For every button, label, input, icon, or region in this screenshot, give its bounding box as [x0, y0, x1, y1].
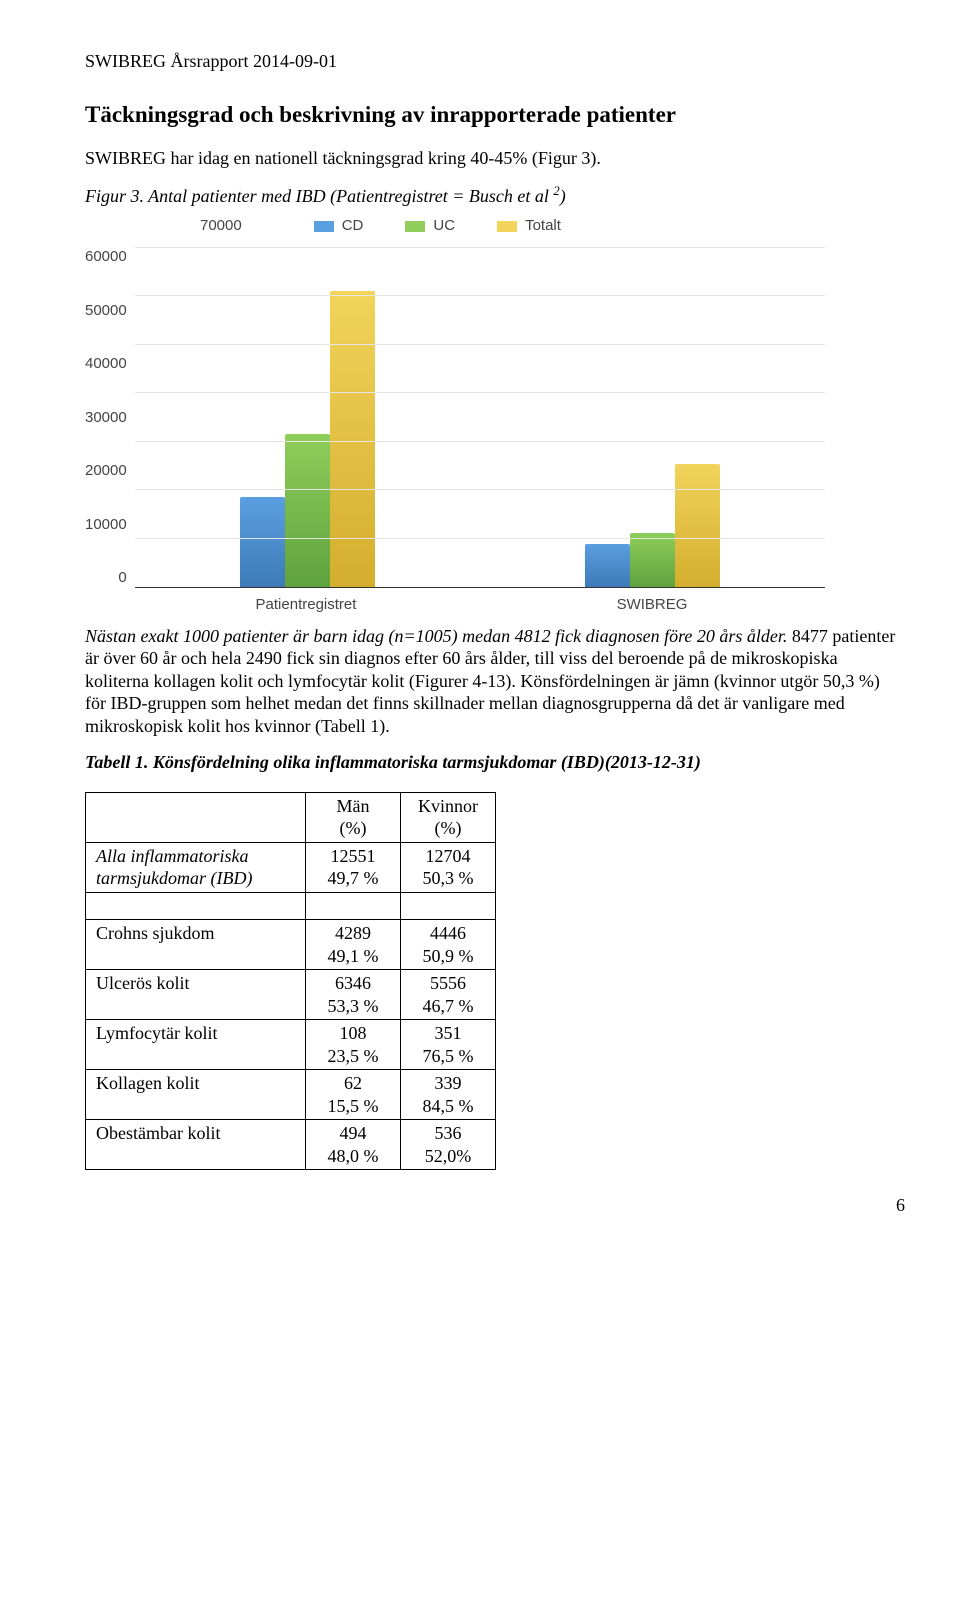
y-tick: 30000 [85, 409, 127, 428]
bar [630, 533, 675, 587]
table-cell: 1270450,3 % [401, 842, 496, 892]
figure-italic-note: Nästan exakt 1000 patienter är barn idag… [85, 625, 905, 738]
table-cell: 10823,5 % [306, 1020, 401, 1070]
bar-chart: 70000 CD UC Totalt 60000 50000 40000 30000 2… [85, 217, 825, 615]
table-cell: Obestämbar kolit [86, 1120, 306, 1170]
section-title: Täckningsgrad och beskrivning av inrappo… [85, 101, 905, 130]
page-number: 6 [85, 1194, 905, 1217]
table-cell: 634653,3 % [306, 970, 401, 1020]
swatch-cd [314, 221, 334, 232]
page-header: SWIBREG Årsrapport 2014-09-01 [85, 50, 905, 73]
table-row: Crohns sjukdom428949,1 %444650,9 % [86, 920, 496, 970]
table-cell: 555646,7 % [401, 970, 496, 1020]
legend-item-tot: Totalt [497, 217, 561, 236]
table-cell: 6215,5 % [306, 1070, 401, 1120]
y-tick: 50000 [85, 302, 127, 321]
table-cell: Alla inflammatoriska tarmsjukdomar (IBD) [86, 842, 306, 892]
table-row: Kollagen kolit6215,5 %33984,5 % [86, 1070, 496, 1120]
table-cell: 428949,1 % [306, 920, 401, 970]
gridline [135, 247, 825, 248]
y-axis: 60000 50000 40000 30000 20000 10000 0 [85, 248, 135, 588]
table-row: Obestämbar kolit49448,0 %53652,0% [86, 1120, 496, 1170]
table-cell [401, 892, 496, 920]
intro-text: SWIBREG har idag en nationell täckningsg… [85, 147, 905, 170]
table-row: Lymfocytär kolit10823,5 %35176,5 % [86, 1020, 496, 1070]
legend-item-uc: UC [405, 217, 455, 236]
bar [675, 464, 720, 587]
legend-label-tot: Totalt [525, 217, 561, 236]
figure-caption: Figur 3. Antal patienter med IBD (Patien… [85, 184, 905, 208]
table-cell: Kvinnor(%) [401, 792, 496, 842]
y-tick: 20000 [85, 462, 127, 481]
table-cell [86, 792, 306, 842]
gridline [135, 344, 825, 345]
gridline [135, 489, 825, 490]
bar [330, 291, 375, 587]
table-caption: Tabell 1. Könsfördelning olika inflammat… [85, 751, 905, 774]
table-cell: Ulcerös kolit [86, 970, 306, 1020]
legend-label-uc: UC [433, 217, 455, 236]
table-cell: Lymfocytär kolit [86, 1020, 306, 1070]
fig-suffix: ) [560, 186, 566, 206]
bar [285, 434, 330, 587]
table-cell [306, 892, 401, 920]
y-tick-top: 70000 [200, 217, 242, 236]
chart-legend: 70000 CD UC Totalt [200, 217, 825, 236]
table-row: Män(%)Kvinnor(%) [86, 792, 496, 842]
x-axis: PatientregistretSWIBREG [133, 596, 825, 615]
fig-prefix: Figur 3. Antal patienter med IBD (Patien… [85, 186, 553, 206]
bar [585, 544, 630, 587]
table-cell: 33984,5 % [401, 1070, 496, 1120]
plot-area [135, 248, 825, 588]
table-row [86, 892, 496, 920]
gridline [135, 392, 825, 393]
table-cell: Kollagen kolit [86, 1070, 306, 1120]
y-tick: 40000 [85, 355, 127, 374]
y-tick: 0 [118, 569, 126, 588]
y-tick: 10000 [85, 516, 127, 535]
gender-table: Män(%)Kvinnor(%)Alla inflammatoriska tar… [85, 792, 496, 1171]
table-row: Alla inflammatoriska tarmsjukdomar (IBD)… [86, 842, 496, 892]
gridline [135, 441, 825, 442]
table-cell: 444650,9 % [401, 920, 496, 970]
x-tick: Patientregistret [133, 596, 479, 615]
table-cell: 53652,0% [401, 1120, 496, 1170]
gridline [135, 295, 825, 296]
gridline [135, 538, 825, 539]
bar-group [240, 291, 375, 587]
table-cell: Män(%) [306, 792, 401, 842]
table-row: Ulcerös kolit634653,3 %555646,7 % [86, 970, 496, 1020]
legend-label-cd: CD [342, 217, 364, 236]
table-cell: 35176,5 % [401, 1020, 496, 1070]
bar [240, 497, 285, 587]
bar-group [585, 464, 720, 587]
table-cell: 49448,0 % [306, 1120, 401, 1170]
swatch-tot [497, 221, 517, 232]
table-cell [86, 892, 306, 920]
table-cell: 1255149,7 % [306, 842, 401, 892]
y-tick: 60000 [85, 248, 127, 267]
table-cell: Crohns sjukdom [86, 920, 306, 970]
para2-italic-lead: Nästan exakt 1000 patienter är barn idag… [85, 626, 787, 646]
swatch-uc [405, 221, 425, 232]
legend-item-cd: CD [314, 217, 364, 236]
x-tick: SWIBREG [479, 596, 825, 615]
